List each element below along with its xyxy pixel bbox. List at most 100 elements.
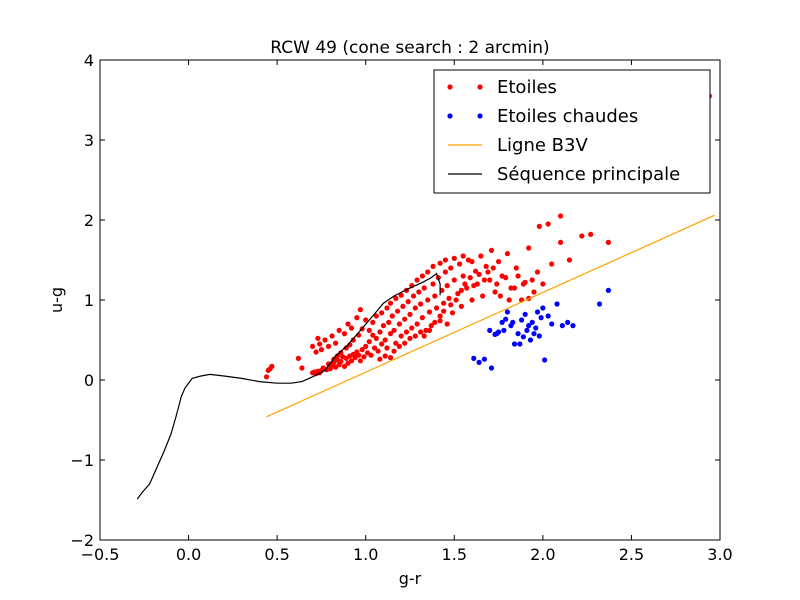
etoiles-point (313, 349, 319, 355)
etoiles-chaudes-point (501, 327, 507, 333)
etoiles-chaudes-point (534, 309, 541, 315)
etoiles-point (356, 352, 362, 358)
x-axis-label: g-r (399, 569, 422, 588)
etoiles-point (361, 354, 367, 360)
y-tick-label: 4 (84, 51, 94, 70)
etoiles-point (400, 303, 406, 309)
etoiles-chaudes-point (605, 287, 612, 293)
legend-marker-etoiles-chaudes (447, 113, 453, 119)
etoiles-point (426, 309, 433, 315)
etoiles-point (457, 261, 463, 267)
etoiles-point (416, 289, 422, 295)
etoiles-point (432, 293, 438, 299)
etoiles-chaudes-point (545, 313, 551, 319)
etoiles-point (495, 259, 502, 265)
etoiles-point (343, 345, 349, 351)
etoiles-point (448, 265, 454, 271)
etoiles-point (345, 321, 351, 327)
etoiles-chaudes-point (504, 309, 511, 315)
etoiles-point (476, 271, 482, 277)
etoiles-point (442, 269, 449, 275)
etoiles-point (488, 247, 495, 253)
etoiles-point (451, 255, 457, 261)
etoiles-point (531, 289, 537, 295)
etoiles-point (513, 265, 519, 271)
x-tick-label: 0.0 (176, 545, 201, 564)
etoiles-point (437, 260, 443, 266)
etoiles-chaudes-point (536, 333, 542, 339)
etoiles-point (534, 269, 541, 275)
etoiles-chaudes-point (520, 334, 526, 340)
etoiles-chaudes-point (565, 319, 571, 325)
y-tick-label: 2 (84, 211, 94, 230)
x-tick-label: 1.5 (442, 545, 467, 564)
etoiles-point (318, 347, 325, 353)
etoiles-point (398, 292, 404, 298)
etoiles-point (384, 345, 390, 351)
etoiles-point (536, 223, 542, 229)
etoiles-chaudes-point (554, 301, 560, 307)
etoiles-point (357, 358, 363, 364)
etoiles-point (421, 285, 427, 291)
etoiles-point (382, 353, 388, 359)
etoiles-point (338, 359, 344, 365)
etoiles-point (387, 331, 394, 337)
etoiles-point (359, 347, 365, 353)
etoiles-chaudes-point (549, 321, 555, 327)
etoiles-point (430, 281, 436, 287)
x-tick-label: 1.0 (353, 545, 378, 564)
etoiles-point (464, 285, 470, 291)
etoiles-point (444, 283, 450, 289)
etoiles-point (485, 269, 491, 275)
etoiles-point (529, 277, 535, 283)
etoiles-chaudes-point (524, 327, 530, 333)
etoiles-point (371, 345, 378, 351)
y-tick-label: −1 (70, 451, 94, 470)
etoiles-point (437, 313, 443, 319)
etoiles-point (357, 307, 363, 313)
etoiles-point (526, 245, 532, 251)
etoiles-point (455, 291, 461, 297)
etoiles-point (414, 321, 420, 327)
etoiles-point (269, 363, 275, 369)
etoiles-point (437, 318, 443, 324)
etoiles-point (402, 316, 408, 322)
etoiles-point (414, 277, 420, 283)
etoiles-point (389, 313, 395, 319)
etoiles-point (336, 327, 342, 333)
etoiles-point (453, 297, 459, 303)
etoiles-chaudes-point (511, 341, 518, 347)
etoiles-point (299, 365, 305, 371)
etoiles-point (419, 273, 425, 279)
legend-marker-etoiles-chaudes (477, 113, 483, 119)
etoiles-point (363, 317, 369, 323)
etoiles-point (377, 329, 383, 335)
etoiles-point (472, 268, 479, 274)
etoiles-point (421, 333, 427, 339)
etoiles-point (549, 261, 555, 267)
etoiles-point (446, 295, 452, 301)
etoiles-point (402, 340, 408, 346)
etoiles-point (448, 302, 454, 308)
etoiles-point (396, 321, 402, 327)
etoiles-point (458, 303, 464, 309)
etoiles-point (511, 285, 518, 291)
etoiles-point (480, 293, 486, 299)
etoiles-point (588, 231, 594, 237)
etoiles-point (418, 301, 424, 307)
series-layer (136, 83, 715, 500)
etoiles-point (377, 356, 383, 362)
etoiles-point (520, 281, 526, 287)
etoiles-chaudes-point (540, 305, 546, 311)
etoiles-point (497, 293, 503, 299)
etoiles-point (368, 352, 374, 358)
legend-label-etoiles: Etoiles (497, 77, 557, 98)
etoiles-point (325, 343, 332, 349)
etoiles-point (545, 221, 551, 227)
etoiles-chaudes-point (538, 315, 544, 321)
etoiles-point (317, 341, 323, 347)
etoiles-point (442, 257, 449, 263)
etoiles-point (366, 327, 372, 333)
legend-label-sequence-principale: Séquence principale (497, 164, 680, 185)
etoiles-chaudes-point (542, 357, 548, 363)
